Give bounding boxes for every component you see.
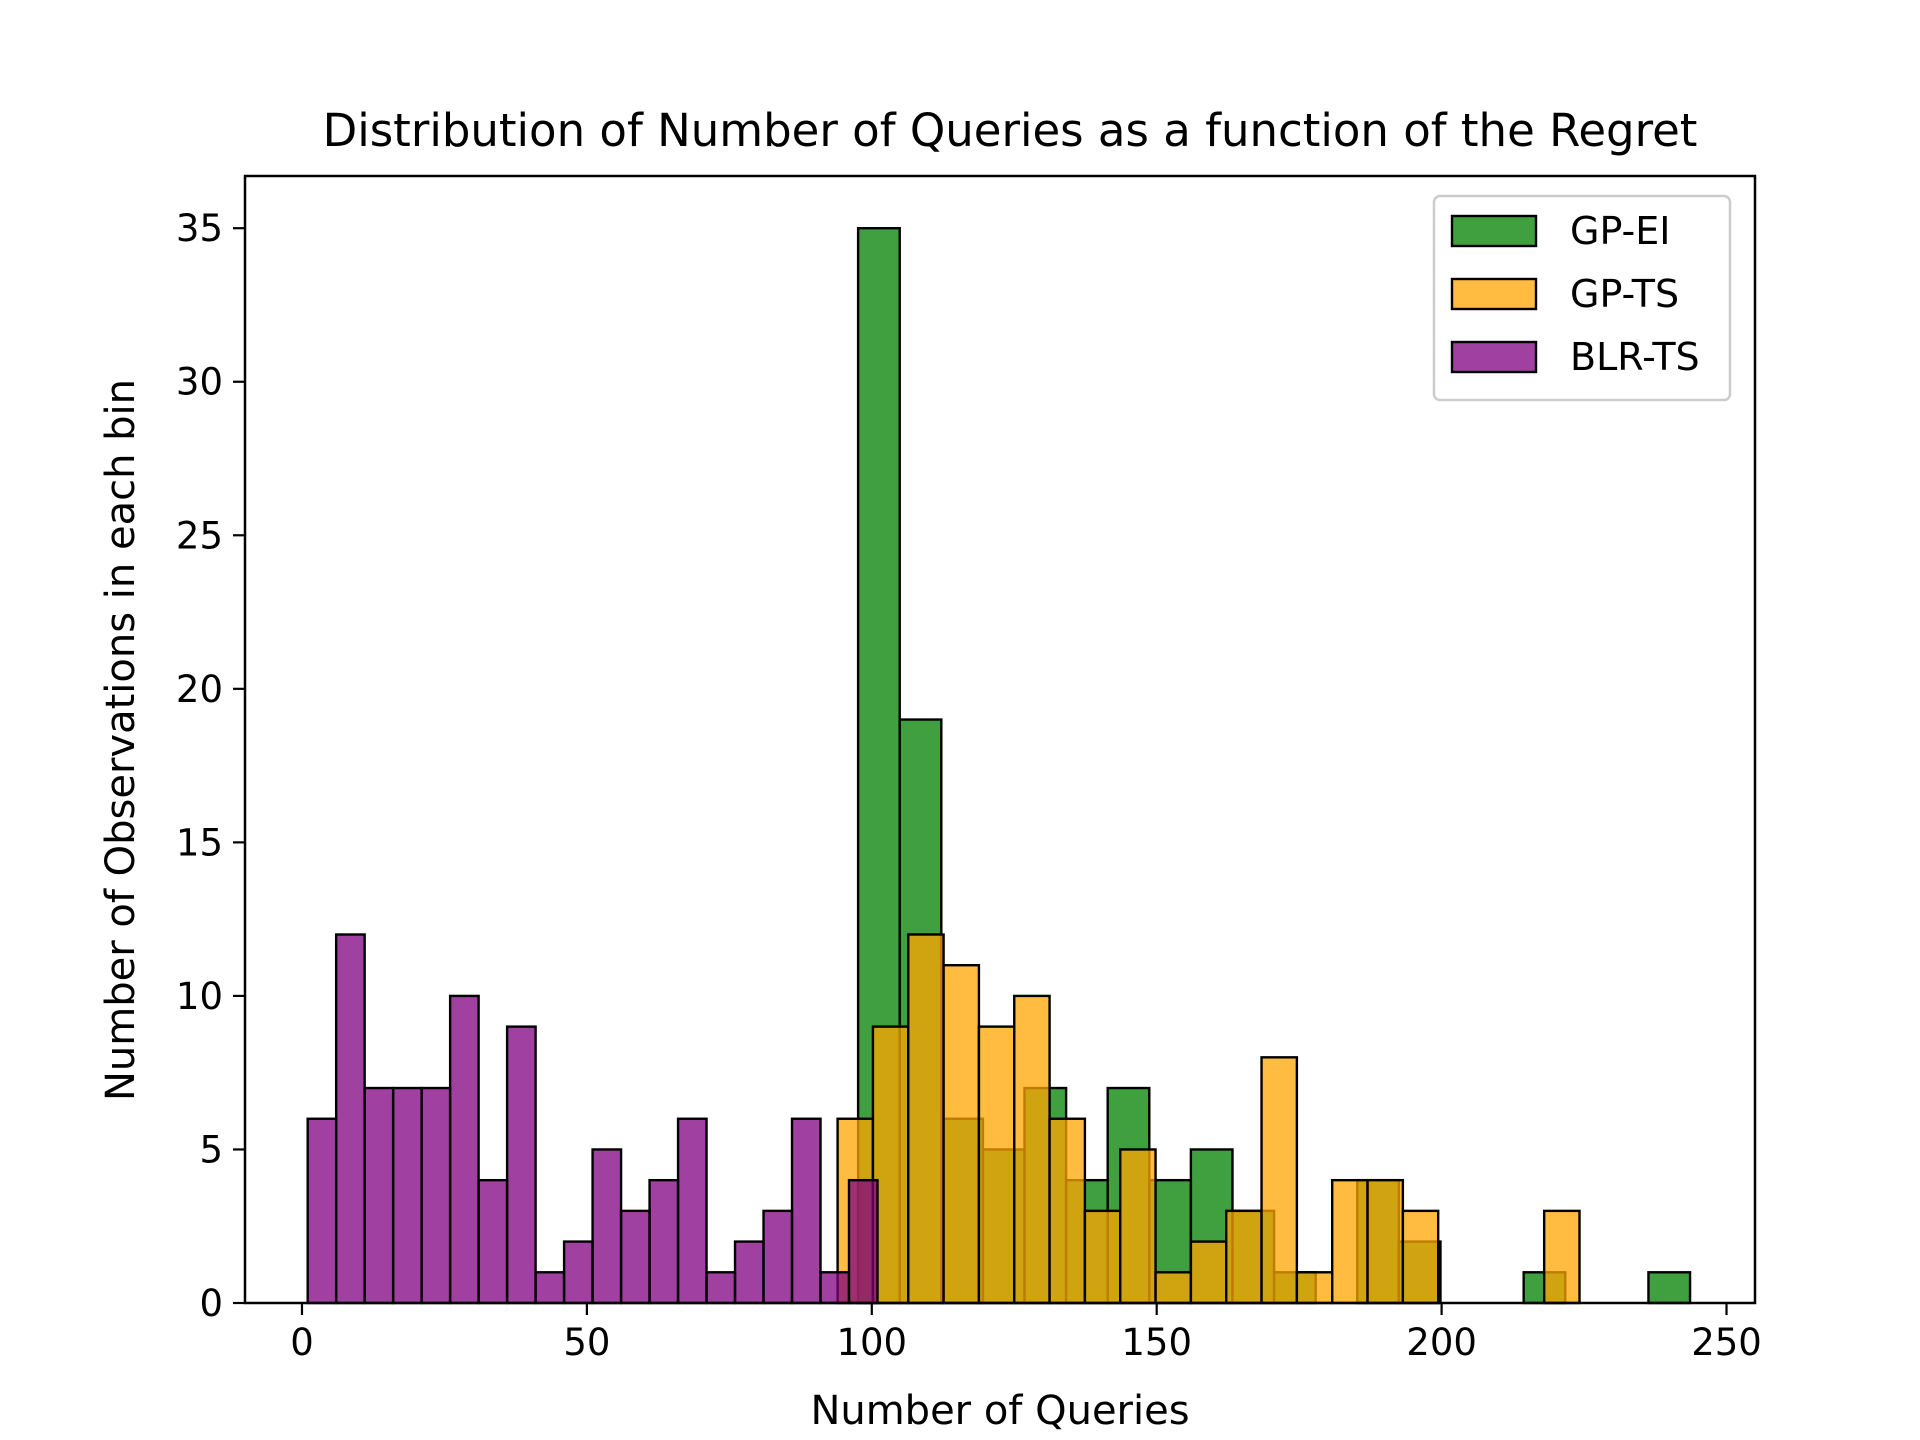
- bar-blr-ts-2: [363, 1086, 395, 1305]
- bar-gp-ts-12: [1260, 1056, 1299, 1305]
- bars-layer: [306, 226, 1692, 1305]
- x-axis: 0 50 100 150 200 250: [290, 1303, 1762, 1364]
- x-tick-label: 200: [1406, 1321, 1477, 1364]
- bar-blr-ts-19: [847, 1178, 879, 1305]
- y-tick-label: 25: [176, 514, 223, 557]
- bar-gp-ts-15: [1366, 1178, 1405, 1305]
- bar-gp-ts-3: [942, 964, 981, 1305]
- x-tick-label: 50: [563, 1321, 610, 1364]
- bar-gp-ts-6: [1048, 1117, 1087, 1305]
- x-axis-label: Number of Queries: [810, 1388, 1189, 1434]
- legend-label-blr-ts: BLR-TS: [1570, 335, 1700, 379]
- x-tick-label: 150: [1121, 1321, 1192, 1364]
- legend-swatch-gp-ei: [1450, 214, 1538, 248]
- bar-gp-ei-19: [1647, 1271, 1692, 1305]
- bar-blr-ts-1: [334, 933, 366, 1305]
- bar-blr-ts-3: [391, 1086, 423, 1305]
- legend-swatch-gp-ts: [1450, 277, 1538, 311]
- legend: GP-EI GP-TS BLR-TS: [1432, 194, 1732, 402]
- bar-blr-ts-6: [477, 1178, 509, 1305]
- bar-gp-ts-8: [1119, 1148, 1157, 1305]
- bar-blr-ts-18: [819, 1271, 851, 1305]
- bar-gp-ts-5: [1013, 994, 1051, 1305]
- bar-blr-ts-7: [505, 1025, 537, 1305]
- bar-gp-ts-13: [1295, 1271, 1334, 1305]
- bar-blr-ts-8: [534, 1271, 566, 1305]
- bar-blr-ts-4: [420, 1086, 452, 1305]
- bar-blr-ts-10: [591, 1148, 623, 1305]
- bar-blr-ts-13: [676, 1117, 708, 1305]
- bar-gp-ts-9: [1154, 1271, 1193, 1305]
- y-tick-label: 35: [176, 207, 223, 250]
- bar-blr-ts-14: [705, 1271, 737, 1305]
- legend-label-gp-ts: GP-TS: [1570, 272, 1679, 316]
- bar-gp-ts-2: [907, 933, 945, 1305]
- y-tick-label: 30: [176, 361, 223, 404]
- bar-gp-ts-20: [1542, 1209, 1581, 1305]
- y-tick-label: 20: [176, 668, 223, 711]
- bar-blr-ts-11: [619, 1209, 651, 1305]
- bar-gp-ts-7: [1083, 1209, 1122, 1305]
- plot-frame: [243, 174, 1757, 1305]
- bar-blr-ts-15: [733, 1240, 765, 1305]
- bar-blr-ts-17: [790, 1117, 822, 1305]
- x-tick-label: 0: [290, 1321, 314, 1364]
- bar-gp-ts-1: [871, 1025, 910, 1305]
- bar-blr-ts-5: [448, 994, 480, 1305]
- legend-label-gp-ei: GP-EI: [1570, 209, 1670, 253]
- y-axis: 0 5 10 15 20 25 30 35: [176, 207, 245, 1325]
- y-tick-label: 5: [199, 1128, 223, 1171]
- bar-blr-ts-16: [762, 1209, 794, 1305]
- x-tick-label: 100: [836, 1321, 907, 1364]
- bar-blr-ts-0: [306, 1117, 338, 1305]
- chart-title: Distribution of Number of Queries as a f…: [323, 104, 1698, 157]
- bar-gp-ts-11: [1225, 1209, 1263, 1305]
- x-tick-label: 250: [1691, 1321, 1762, 1364]
- legend-swatch-blr-ts: [1450, 340, 1538, 374]
- y-tick-label: 10: [176, 975, 223, 1018]
- bar-blr-ts-9: [562, 1240, 594, 1305]
- bar-gp-ts-16: [1401, 1209, 1440, 1305]
- y-tick-label: 15: [176, 821, 223, 864]
- y-axis-label: Number of Observations in each bin: [98, 379, 144, 1101]
- bar-gp-ts-10: [1189, 1240, 1228, 1305]
- bar-gp-ts-4: [977, 1025, 1016, 1305]
- bar-blr-ts-12: [648, 1178, 680, 1305]
- bar-gp-ts-14: [1330, 1178, 1369, 1305]
- y-tick-label: 0: [199, 1282, 223, 1325]
